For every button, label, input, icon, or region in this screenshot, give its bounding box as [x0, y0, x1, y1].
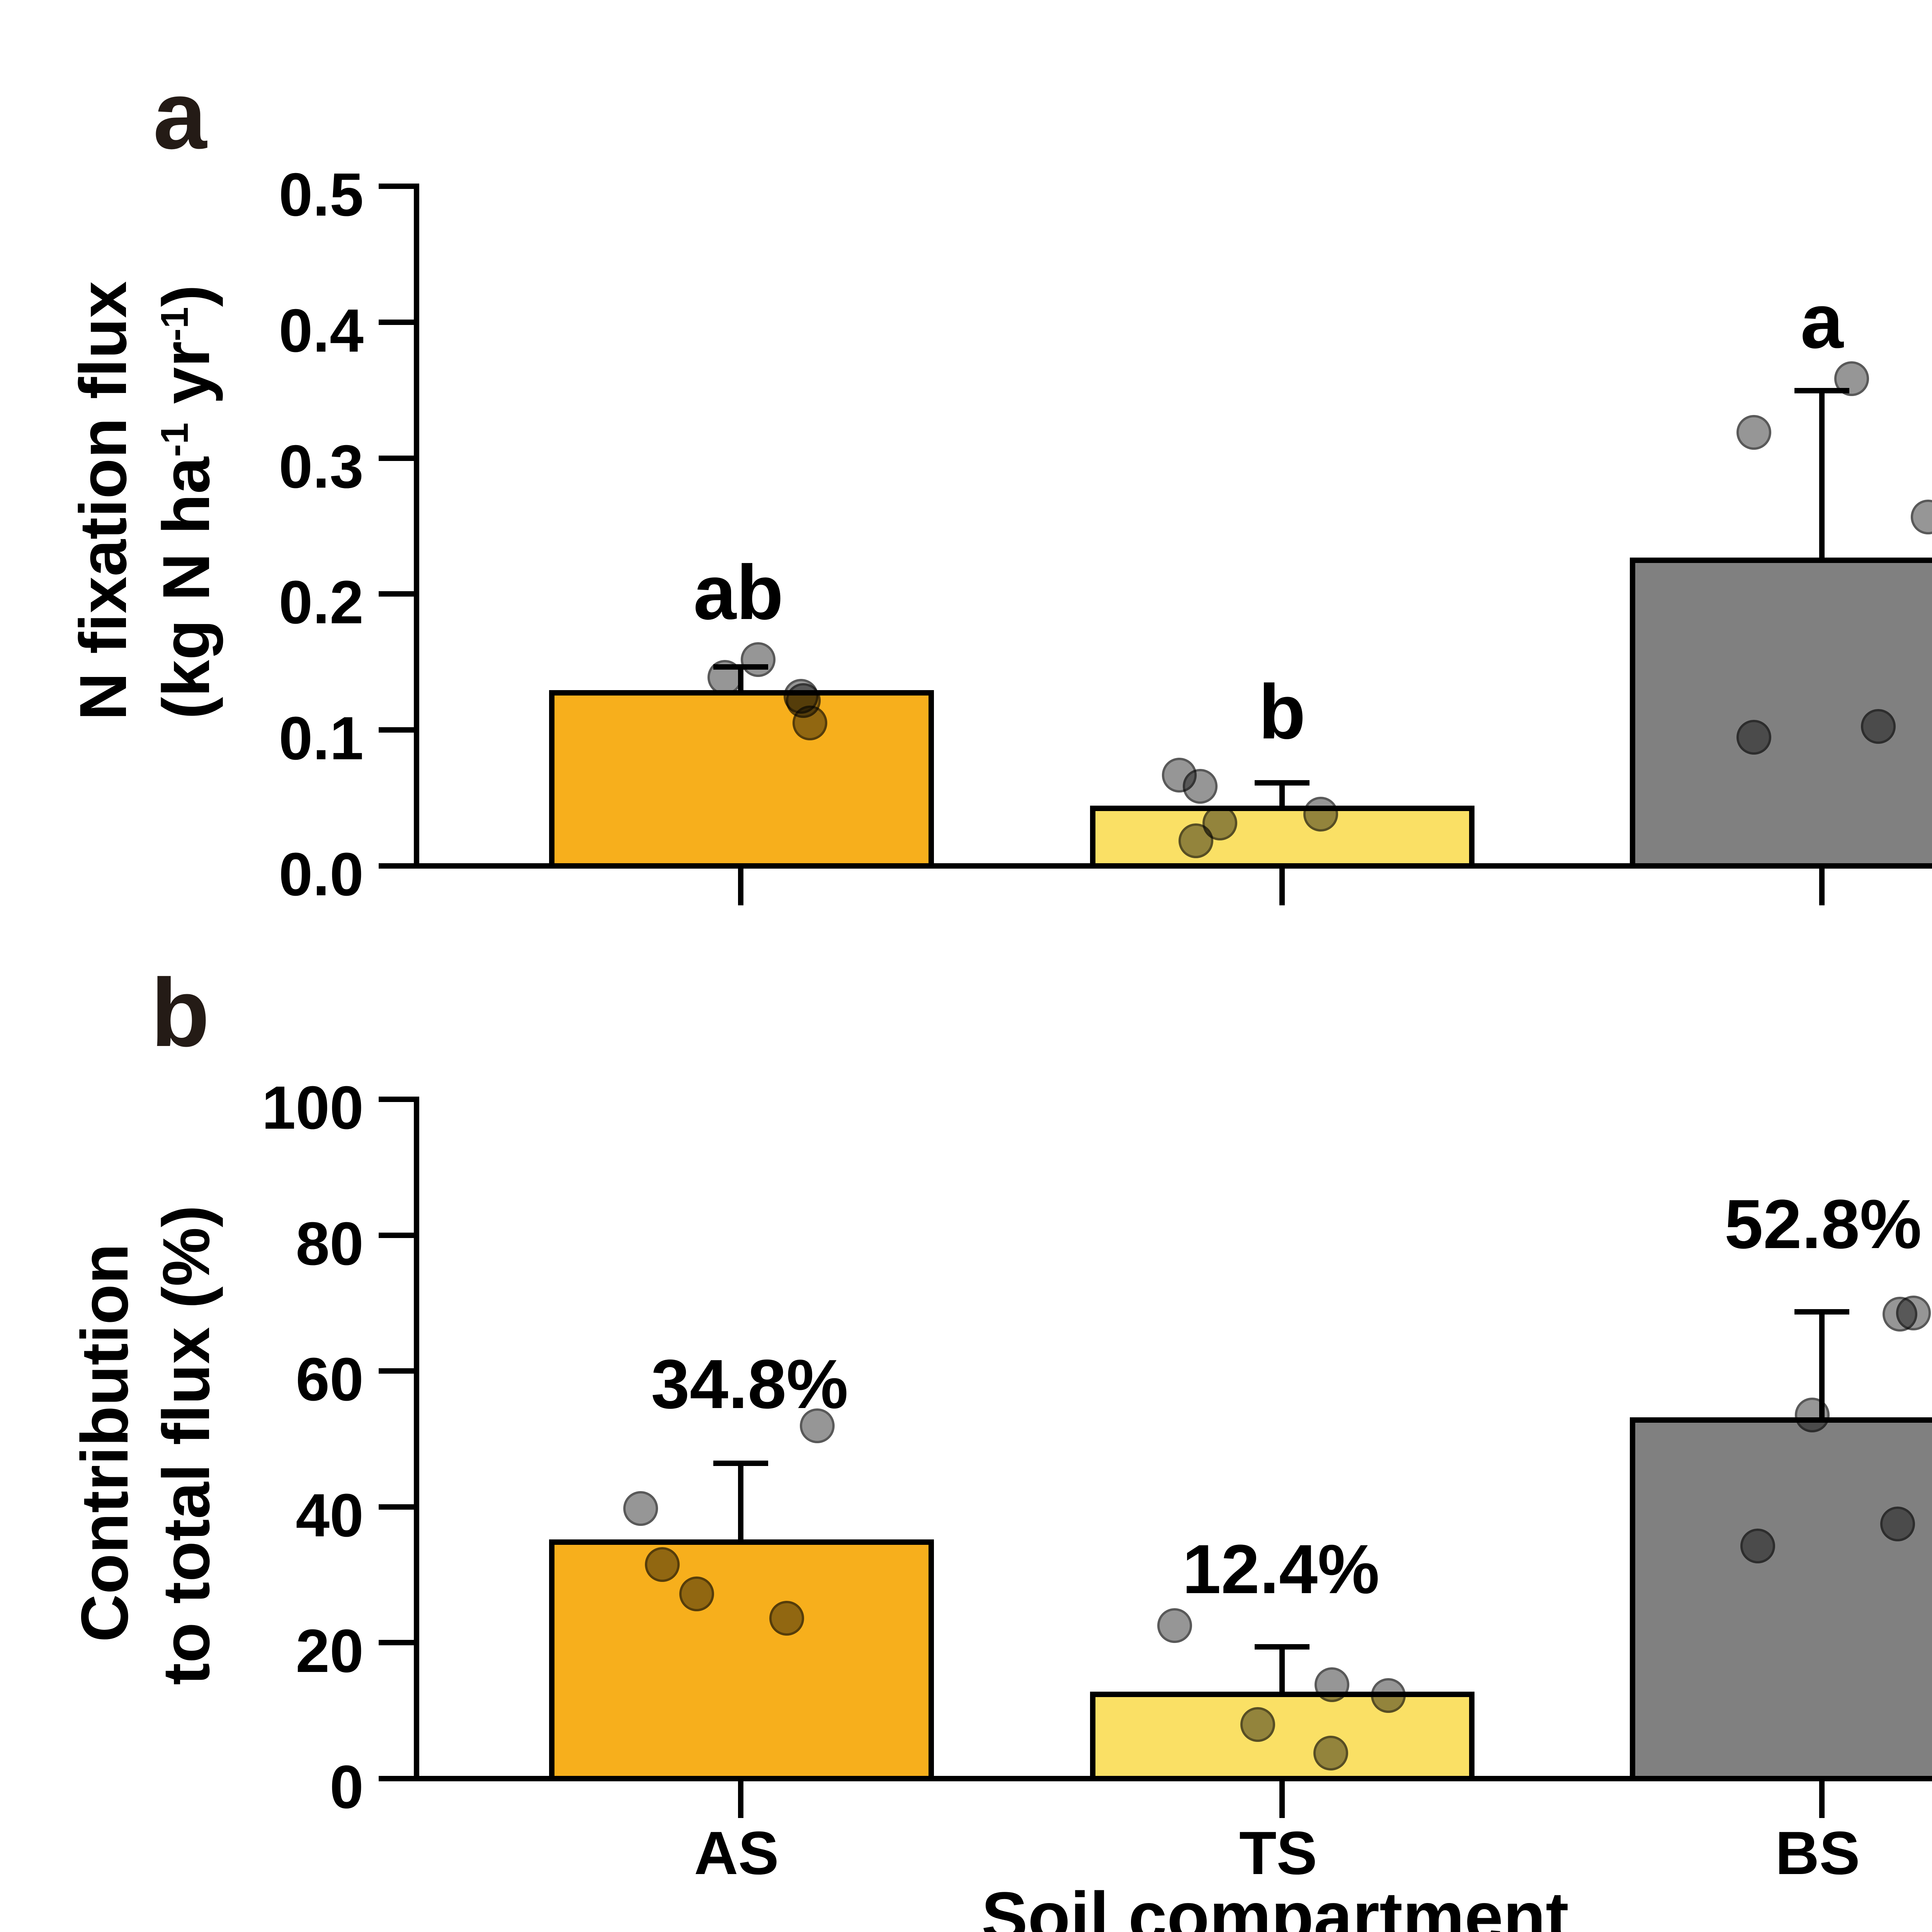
svg-text:Soil compartment: Soil compartment	[981, 1878, 1569, 1932]
svg-text:0.3: 0.3	[279, 433, 364, 501]
svg-text:(kg N ha-1 yr-1): (kg N ha-1 yr-1)	[149, 285, 223, 719]
svg-text:40: 40	[296, 1481, 364, 1549]
svg-text:b: b	[1259, 669, 1306, 755]
svg-text:0.0: 0.0	[279, 840, 364, 908]
svg-text:a: a	[153, 61, 207, 169]
svg-text:0.5: 0.5	[279, 161, 364, 229]
svg-text:ab: ab	[693, 549, 783, 636]
svg-text:60: 60	[296, 1345, 364, 1413]
svg-text:Contribution: Contribution	[68, 1243, 142, 1642]
svg-text:0.1: 0.1	[279, 704, 364, 772]
svg-text:to total flux (%): to total flux (%)	[149, 1205, 223, 1685]
svg-text:a: a	[1800, 278, 1844, 364]
svg-text:AS: AS	[694, 1819, 779, 1887]
svg-text:12.4%: 12.4%	[1182, 1531, 1379, 1608]
svg-text:0.4: 0.4	[279, 297, 364, 365]
svg-text:b: b	[151, 959, 210, 1066]
svg-text:0.2: 0.2	[279, 568, 364, 636]
svg-text:0: 0	[330, 1753, 364, 1821]
svg-text:BS: BS	[1775, 1819, 1860, 1887]
svg-text:20: 20	[296, 1617, 364, 1685]
svg-text:34.8%: 34.8%	[651, 1345, 848, 1423]
svg-text:80: 80	[296, 1210, 364, 1278]
svg-text:100: 100	[262, 1074, 364, 1142]
svg-text:52.8%: 52.8%	[1725, 1185, 1922, 1263]
svg-text:TS: TS	[1239, 1819, 1317, 1887]
svg-text:N fixation flux: N fixation flux	[66, 281, 140, 720]
